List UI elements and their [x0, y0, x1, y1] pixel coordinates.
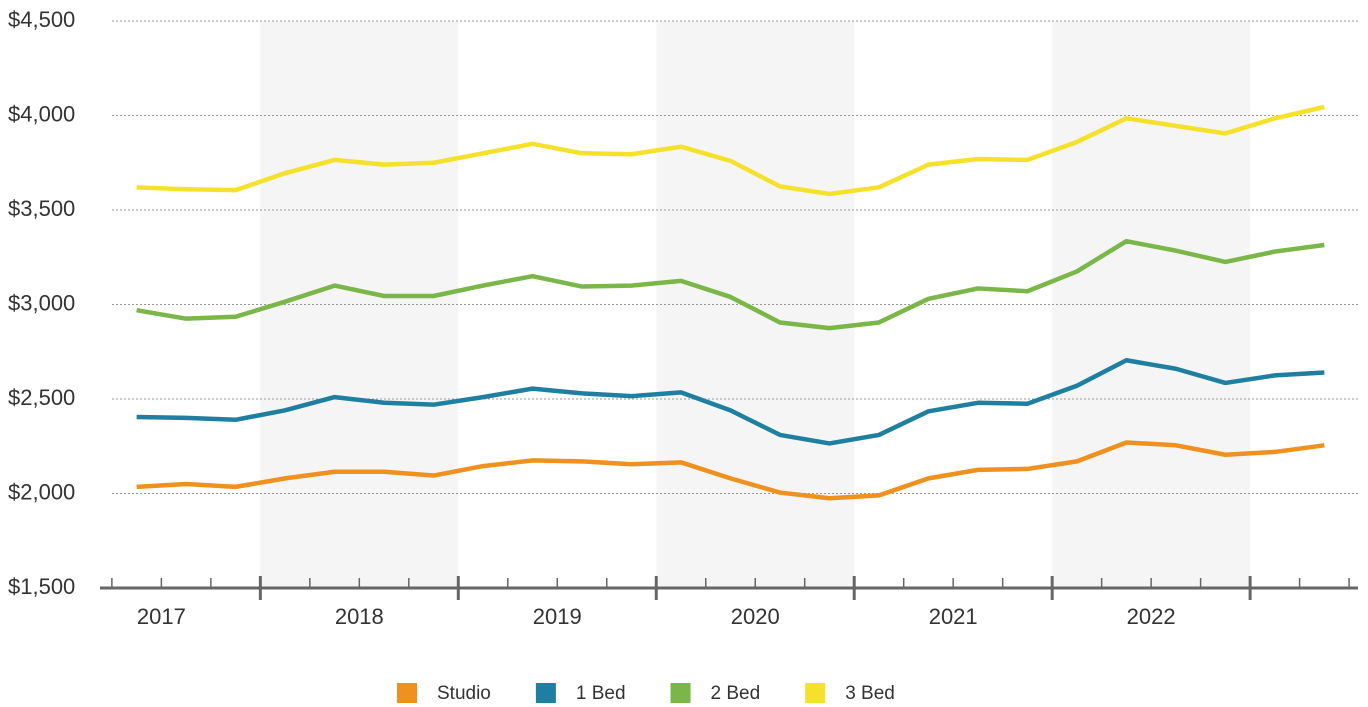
grid: $1,500 $2,000 $2,500 $3,000 $3,500 $4,000 $4,5…: [8, 7, 1358, 599]
series-line: [136, 358, 1325, 446]
legend-swatch: [535, 683, 556, 703]
legend-label: Studio: [437, 683, 491, 704]
legend-label: 2 Bed: [711, 683, 761, 704]
x-tick-label: 2020: [731, 604, 780, 629]
y-tick-label: $1,500: [8, 574, 75, 599]
x-tick-label: 2021: [929, 604, 978, 629]
legend: Studio 1 Bed 2 Bed 3 Bed: [397, 683, 895, 704]
legend-label: 1 Bed: [576, 683, 626, 704]
legend-label: 3 Bed: [845, 683, 895, 704]
series-line: [136, 238, 1325, 331]
y-tick-label: $2,500: [8, 385, 75, 410]
x-axis: 2017 2018 2019 2020 2021 2022: [100, 576, 1358, 629]
lines: [136, 104, 1325, 501]
x-tick-label: 2018: [335, 604, 384, 629]
legend-swatch: [397, 683, 417, 703]
y-tick-label: $4,000: [8, 101, 75, 126]
x-tick-label: 2022: [1127, 604, 1176, 629]
y-tick-label: $3,000: [8, 290, 75, 315]
series-line: [136, 440, 1325, 501]
y-tick-label: $2,000: [8, 479, 75, 504]
legend-swatch: [805, 683, 826, 703]
x-tick-label: 2017: [137, 604, 186, 629]
y-tick-label: $4,500: [8, 7, 75, 32]
x-tick-label: 2019: [533, 604, 582, 629]
y-tick-label: $3,500: [8, 196, 75, 221]
series-line: [136, 104, 1325, 197]
legend-swatch: [670, 683, 691, 703]
